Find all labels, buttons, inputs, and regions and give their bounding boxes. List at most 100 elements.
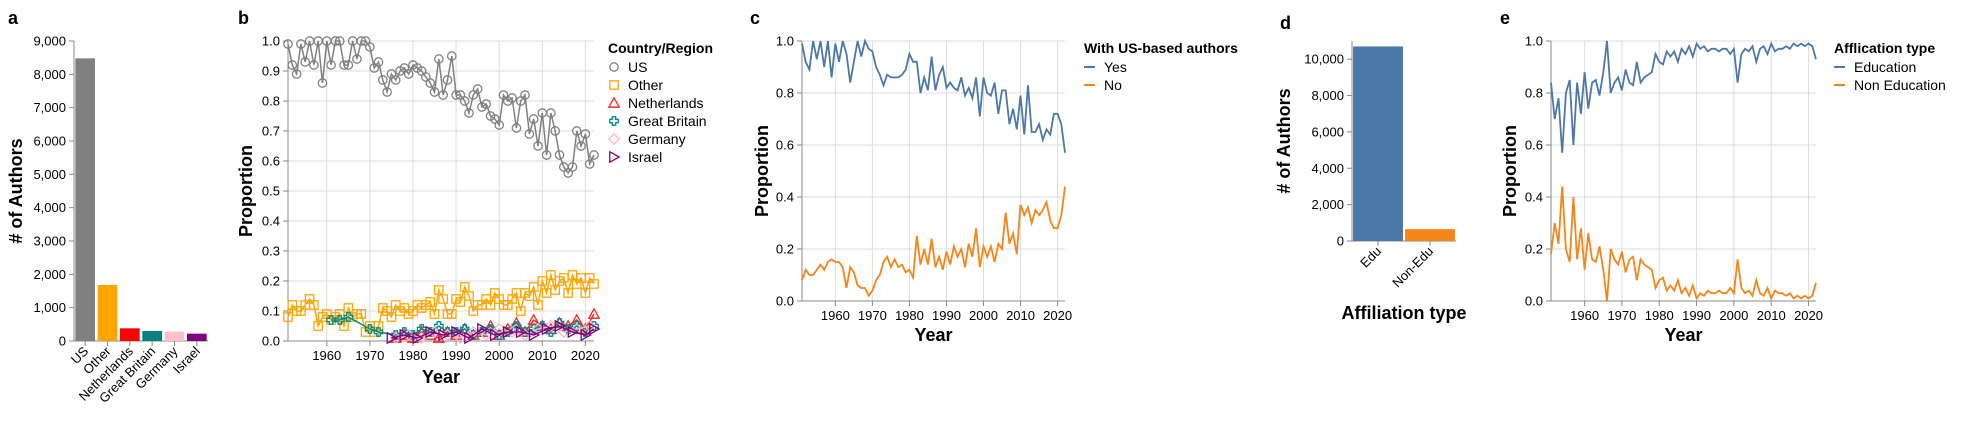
panel-label-a: a [8, 8, 19, 28]
legend-title: With US-based authors [1084, 40, 1238, 56]
x-tick-label: 1980 [895, 308, 924, 323]
y-tick-label: 0 [59, 334, 66, 349]
data-point-us [365, 42, 375, 52]
data-point-germany [544, 319, 558, 333]
x-axis-title: Year [422, 367, 460, 387]
x-tick-label: 2000 [969, 308, 998, 323]
y-tick-label: 0.6 [262, 154, 280, 169]
panel-label-b: b [238, 8, 249, 28]
x-tick-label: 2010 [1006, 308, 1035, 323]
chart-d: 0 2,000 4,000 6,000 8,000 10,000 Edu Non-Edu # o… [1274, 41, 1467, 323]
data-point-us [317, 78, 328, 88]
panel-label-d: d [1280, 13, 1291, 33]
x-tick-label: 1990 [1682, 308, 1711, 323]
y-tick-label: 0.9 [262, 64, 280, 79]
data-point-other [283, 312, 293, 322]
bar-other [97, 285, 118, 341]
legend: Afflication type Education Non Education [1834, 40, 1946, 93]
x-tick-label: 1970 [1607, 308, 1636, 323]
y-tick-label: 10,000 [1304, 52, 1344, 67]
x-tick-label: Edu [1357, 244, 1384, 271]
x-tick-label: Non-Edu [1389, 244, 1436, 291]
y-tick-label: 0.5 [262, 184, 280, 199]
data-point-us [533, 141, 543, 151]
legend-item-non-education: Non Education [1854, 77, 1946, 93]
data-point-us [459, 96, 470, 106]
data-point-israel [490, 328, 502, 342]
legend-symbol-other [609, 80, 619, 90]
data-point-us [429, 87, 440, 97]
x-tick-label: 1960 [312, 348, 341, 363]
y-tick-label: 4,000 [33, 200, 66, 215]
data-point-israel [541, 322, 554, 336]
data-point-other [528, 282, 539, 292]
bar-edu [1353, 46, 1403, 241]
x-tick-label: 1960 [1570, 308, 1599, 323]
data-point-us [334, 36, 345, 46]
data-point-us [580, 129, 591, 139]
data-point-us [425, 78, 436, 88]
legend-title: Afflication type [1834, 40, 1935, 56]
data-point-us [546, 108, 556, 118]
y-axis-title: # of Authors [6, 138, 26, 243]
data-point-us [283, 39, 293, 49]
data-point-us [433, 54, 444, 64]
legend-item-us: US [628, 59, 647, 75]
x-tick-label: 1990 [932, 308, 961, 323]
data-point-us [373, 57, 384, 67]
series-line-non-education [1550, 186, 1817, 302]
bar-germany [164, 331, 185, 341]
legend-symbol-great-britain [609, 116, 619, 126]
y-tick-label: 0.6 [776, 138, 794, 153]
data-point-other [455, 297, 466, 307]
data-point-other [546, 270, 556, 280]
data-point-israel [412, 331, 424, 345]
data-point-israel [589, 322, 601, 336]
y-tick-label: 0.4 [776, 190, 794, 205]
y-tick-label: 1.0 [1525, 34, 1543, 49]
data-point-us [300, 57, 311, 67]
y-tick-label: 7,000 [33, 100, 66, 115]
data-point-us [584, 159, 595, 169]
legend-item-germany: Germany [628, 131, 686, 147]
data-point-us [511, 123, 522, 133]
x-axis-title: Year [1664, 325, 1702, 345]
data-point-israel [451, 325, 463, 339]
data-point-israel [580, 328, 592, 342]
y-tick-label: 0.0 [776, 294, 794, 309]
series-line-no [801, 186, 1066, 298]
data-point-us [291, 69, 302, 79]
y-tick-label: 0.8 [776, 86, 794, 101]
data-point-us [356, 36, 367, 46]
data-point-great-britain [442, 327, 453, 337]
data-point-netherlands [579, 322, 592, 334]
y-tick-label: 0.2 [1525, 242, 1543, 257]
legend-symbol-israel [609, 150, 621, 164]
y-tick-label: 0.4 [262, 214, 280, 229]
data-point-other [537, 276, 548, 286]
data-point-israel [477, 322, 489, 336]
bar-great-britain [142, 331, 162, 341]
data-point-us [567, 162, 578, 172]
y-axis-title: # of Authors [1274, 88, 1294, 193]
data-point-us [343, 60, 354, 70]
y-tick-label: 0.3 [262, 244, 280, 259]
data-point-other [373, 321, 384, 331]
data-point-other [309, 300, 319, 310]
data-point-other [533, 300, 543, 310]
data-point-us [451, 90, 461, 100]
data-point-us [390, 75, 401, 85]
y-axis-title: Proportion [236, 145, 256, 237]
data-point-other [446, 309, 457, 319]
data-point-great-britain [373, 327, 384, 337]
data-point-us [481, 99, 492, 109]
data-point-us [442, 75, 453, 85]
data-point-israel [425, 325, 437, 339]
data-point-other [425, 297, 436, 307]
y-tick-label: 2,000 [1311, 197, 1344, 212]
data-point-israel [528, 328, 541, 342]
y-tick-label: 1.0 [262, 34, 280, 49]
legend-title: Country/Region [608, 40, 713, 56]
chart-b: 0.0 0.1 0.2 0.3 0.4 0.5 0.6 0.7 0.8 0.9 1.0 1960 197… [236, 34, 713, 388]
